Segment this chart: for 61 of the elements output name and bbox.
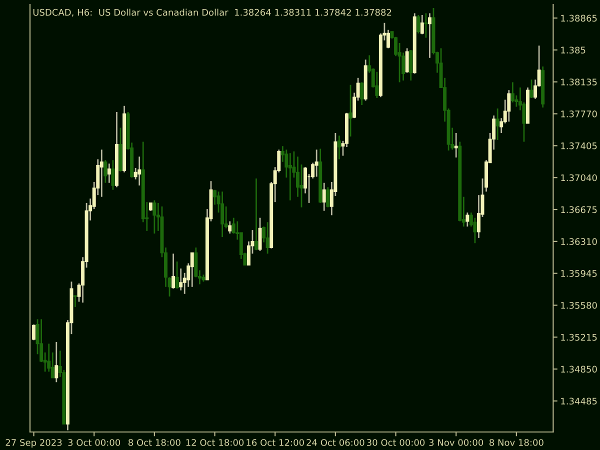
candlestick	[100, 148, 104, 198]
candlestick	[530, 78, 534, 99]
x-tick-label: 16 Oct 12:00	[246, 439, 304, 446]
candlestick	[172, 252, 176, 290]
candlestick	[314, 148, 318, 178]
candlestick	[375, 71, 379, 99]
candlestick	[428, 12, 432, 59]
x-tick-label: 12 Oct 18:00	[186, 439, 244, 446]
candlestick	[220, 190, 224, 238]
candlestick	[454, 132, 458, 158]
x-tick-label: 8 Oct 18:00	[128, 439, 180, 446]
x-tick-label: 8 Nov 18:00	[489, 439, 544, 446]
candlestick	[111, 159, 115, 191]
y-tick-label: 1.35945	[561, 270, 597, 277]
candlestick	[405, 48, 409, 74]
candlestick	[107, 162, 111, 184]
y-tick-label: 1.34850	[561, 366, 597, 373]
candlestick	[288, 152, 292, 202]
candlestick	[228, 220, 232, 234]
y-tick-label: 1.37770	[561, 110, 597, 118]
candlestick	[326, 186, 330, 208]
x-tick-label: 3 Oct 00:00	[68, 439, 120, 446]
candlestick	[190, 252, 194, 288]
y-tick-label: 1.38135	[561, 78, 597, 86]
chart-title: USDCAD, H6: US Dollar vs Canadian Dollar 1.38264 1.38311 1.37842 1.37882	[33, 8, 392, 17]
candlestick	[179, 268, 183, 292]
x-tick-label: 30 Oct 00:00	[367, 439, 425, 446]
candlestick	[266, 221, 270, 254]
candlestick	[466, 212, 470, 228]
y-tick-label: 1.37040	[561, 174, 597, 182]
y-tick-label: 1.385	[561, 46, 586, 54]
y-tick-label: 1.35580	[561, 302, 597, 309]
y-tick-label: 1.36675	[561, 206, 597, 214]
candlestick	[360, 82, 364, 106]
x-tick-label: 3 Nov 00:00	[429, 439, 484, 446]
y-tick-label: 1.36310	[561, 238, 597, 245]
candlestick	[258, 217, 262, 252]
candlestick	[420, 14, 424, 35]
candlestick	[254, 178, 258, 251]
y-tick-label: 1.38865	[561, 14, 597, 22]
y-tick-label: 1.34485	[561, 398, 597, 405]
candlestick	[348, 84, 352, 138]
candlestick	[152, 200, 156, 234]
candlestick	[424, 12, 428, 38]
x-tick-label: 27 Sep 2023	[6, 439, 62, 448]
candlestick	[510, 82, 514, 104]
candlestick	[507, 89, 511, 122]
candlestick	[175, 260, 179, 290]
y-tick-label: 1.37405	[561, 142, 597, 150]
candlestick	[337, 134, 341, 160]
candlestick	[409, 49, 413, 82]
candlestick	[322, 182, 326, 212]
candlestick	[32, 324, 36, 341]
candlestick	[74, 294, 77, 308]
x-tick-label: 24 Oct 06:00	[306, 439, 364, 446]
y-tick-label: 1.35215	[561, 334, 597, 341]
candlestick	[138, 156, 142, 186]
candlestick	[54, 341, 58, 383]
candlestick	[104, 159, 108, 184]
candlestick	[496, 108, 500, 141]
candlestick	[416, 14, 420, 34]
